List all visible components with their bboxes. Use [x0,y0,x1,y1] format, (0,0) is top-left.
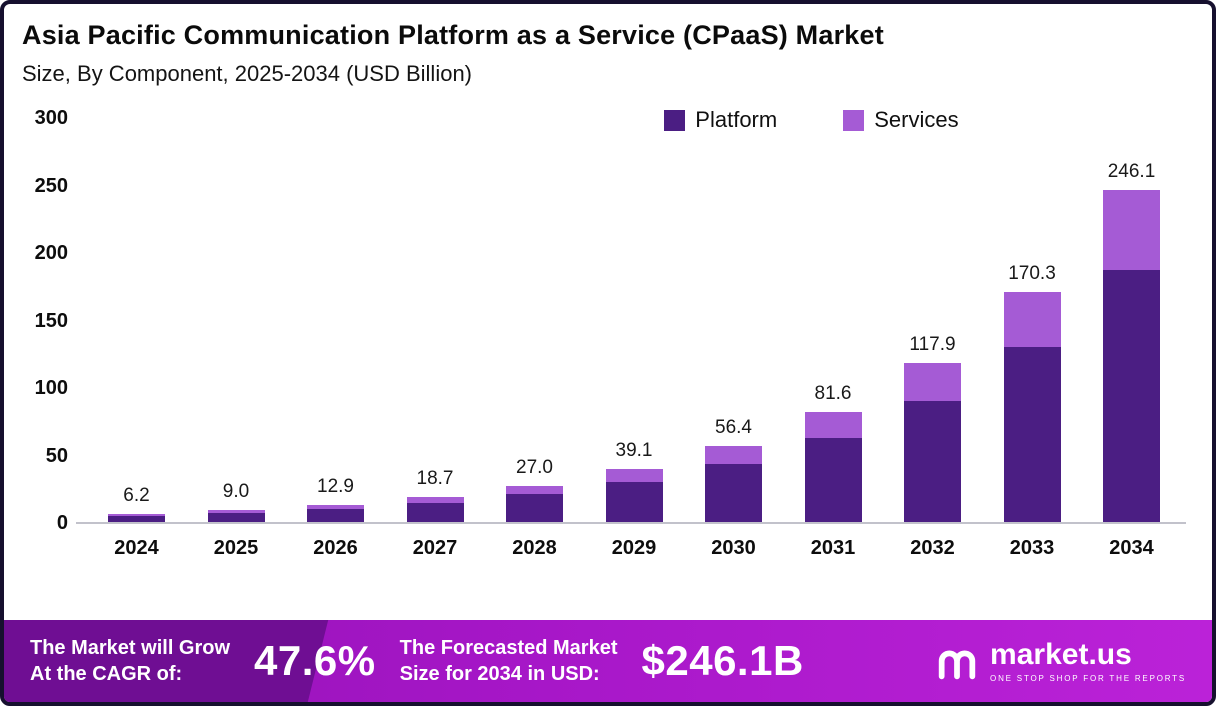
platform-segment [307,508,364,522]
legend-item-services: Services [843,107,959,133]
x-axis-label: 2024 [114,537,159,559]
legend-swatch-services [843,109,865,131]
services-segment [904,362,961,402]
cagr-label-line2: At the CAGR of: [30,663,183,685]
x-axis-label: 2025 [213,537,259,559]
x-axis-label: 2031 [810,537,856,559]
platform-segment [1003,347,1061,522]
forecast-label: The Forecasted Market Size for 2034 in U… [400,635,618,687]
brand-tagline: ONE STOP SHOP FOR THE REPORTS [990,673,1186,683]
platform-segment [506,494,563,522]
services-segment [307,504,364,509]
bar-group-2033: 170.3 2033 [1003,119,1061,559]
y-tick-250: 250 [34,174,68,197]
bar-group-2031: 81.6 2031 [804,119,862,559]
plot-wrap: Platform Services 6.2 2024 9.0 2025 12.9 2026 1… [76,107,1186,620]
bar-chart: 300 250 200 150 100 50 0 Platform Services 6.2 2… [4,89,1212,620]
x-axis-label: 2034 [1109,537,1154,559]
chart-title: Asia Pacific Communication Platform as a… [22,20,884,50]
platform-segment [605,481,663,522]
bar-group-2026: 12.9 2026 [307,119,364,559]
y-tick-0: 0 [56,512,68,534]
bar-total-label: 246.1 [1107,160,1156,182]
x-axis-label: 2026 [313,537,358,559]
bar-total-label: 56.4 [715,416,752,438]
bar-total-label: 18.7 [416,467,454,489]
market-us-logo-icon [934,638,980,684]
bar-group-2032: 117.9 2032 [904,119,961,559]
bar-total-label: 27.0 [516,456,553,478]
x-axis-label: 2028 [512,537,557,559]
services-segment [804,411,862,438]
legend-label: Services [874,107,959,132]
legend-item-platform: Platform [664,107,777,133]
y-tick-100: 100 [34,377,68,399]
chart-header: Asia Pacific Communication Platform as a… [4,4,1212,89]
x-axis-label: 2029 [611,537,657,559]
y-tick-200: 200 [34,242,68,264]
services-segment [506,485,563,495]
bar-group-2028: 27.0 2028 [506,119,563,559]
bar-total-label: 170.3 [1008,263,1056,285]
services-segment [406,496,464,503]
platform-segment [1103,269,1160,522]
bar-total-label: 12.9 [317,475,354,497]
plot-area: 6.2 2024 9.0 2025 12.9 2026 18.7 2027 27.0 2028 39… [76,119,1186,559]
forecast-label-line2: Size for 2034 in USD: [399,663,600,685]
services-segment [605,469,663,482]
bar-total-label: 9.0 [222,480,250,502]
chart-subtitle: Size, By Component, 2025-2034 (USD Billi… [22,61,473,86]
bar-group-2025: 9.0 2025 [207,119,265,559]
y-tick-150: 150 [34,309,68,332]
services-segment [207,509,265,513]
bar-group-2034: 246.1 2034 [1103,119,1160,559]
platform-segment [804,437,862,522]
bar-group-2030: 56.4 2030 [705,119,762,559]
platform-segment [207,512,265,522]
x-axis-label: 2033 [1009,537,1055,559]
bar-group-2027: 18.7 2027 [406,119,464,559]
bar-total-label: 81.6 [814,382,852,404]
brand-name: market.us [990,637,1132,671]
x-axis-label: 2032 [910,537,955,559]
forecast-value: $246.1B [641,637,804,684]
forecast-label-line1: The Forecasted Market [399,637,618,659]
brand-logo[interactable]: market.us ONE STOP SHOP FOR THE REPORTS [934,638,1186,684]
bar-total-label: 117.9 [909,333,956,355]
bar-total-label: 6.2 [123,484,150,506]
bar-group-2029: 39.1 2029 [605,119,663,559]
cagr-label-line1: The Market will Grow [30,637,231,659]
platform-segment [108,515,165,522]
chart-legend: Platform Services [664,107,959,133]
x-axis-label: 2030 [711,537,756,559]
services-segment [705,445,762,464]
services-segment [1103,189,1160,270]
y-tick-50: 50 [45,444,68,467]
brand-text-block: market.us ONE STOP SHOP FOR THE REPORTS [990,637,1186,683]
cagr-value: 47.6% [254,637,376,684]
legend-label: Platform [695,107,778,132]
cagr-label: The Market will Grow At the CAGR of: [30,635,230,687]
platform-segment [904,401,961,522]
footer-banner: The Market will Grow At the CAGR of: 47.… [4,620,1212,702]
platform-segment [705,463,762,522]
legend-swatch-platform [664,109,686,131]
services-segment [108,513,165,516]
bar-group-2024: 6.2 2024 [108,119,165,559]
y-tick-300: 300 [34,107,68,129]
y-axis: 300 250 200 150 100 50 0 [20,107,76,534]
x-axis-label: 2027 [412,537,458,559]
services-segment [1003,292,1061,348]
bar-total-label: 39.1 [615,440,653,462]
platform-segment [406,502,464,522]
